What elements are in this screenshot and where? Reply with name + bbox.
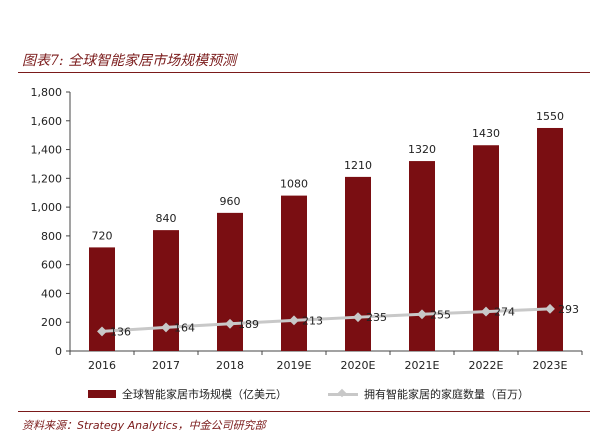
bar [473,145,499,351]
x-tick-label: 2021E [405,359,440,372]
bar-data-label: 840 [156,212,177,225]
y-tick-label: 1,200 [31,172,63,185]
x-tick-label: 2022E [469,359,504,372]
line-data-label: 293 [558,303,579,316]
chart-title: 图表7: 全球智能家居市场规模预测 [22,53,237,69]
line-point [161,322,171,333]
x-tick-label: 2019E [277,359,312,372]
legend-item-line: 拥有智能家居的家庭数量（百万） [328,386,529,402]
bar-data-label: 960 [220,195,241,208]
bar-data-label: 1430 [472,127,500,140]
legend-swatch-bar [88,390,116,398]
line-data-label: 274 [494,306,515,319]
line-series: 136 164 189 213 235 255 274 293 [97,303,579,338]
x-tick-label: 2018 [216,359,244,372]
bar-data-label: 1550 [536,110,564,123]
line-data-label: 189 [238,318,259,331]
legend-item-bars: 全球智能家居市场规模（亿美元） [88,386,287,402]
legend-label-line: 拥有智能家居的家庭数量（百万） [364,388,529,401]
y-tick-label: 1,600 [31,115,63,128]
bar-data-label: 1080 [280,178,308,191]
legend-label-bars: 全球智能家居市场规模（亿美元） [122,388,287,401]
line-point [481,306,491,317]
bar-data-label: 1210 [344,159,372,172]
bar [345,176,371,351]
line-data-label: 213 [302,314,323,327]
y-tick-label: 1,400 [31,144,63,157]
x-tick-label: 2023E [533,359,568,372]
bar-data-label: 720 [92,229,113,242]
y-tick-label: 1,800 [31,86,63,99]
line-data-label: 255 [430,308,451,321]
bar [537,127,563,351]
line-point [417,309,427,320]
y-tick-label: 800 [41,230,62,243]
source-divider [18,411,590,412]
bar [409,161,435,351]
line-data-label: 235 [366,311,387,324]
line-point [225,318,235,329]
y-tick-label: 600 [41,259,62,272]
y-tick-label: 200 [41,316,62,329]
bar-series: 720 840 960 1080 1210 1320 1430 1550 [89,110,564,351]
y-tick-label: 0 [55,345,62,358]
x-tick-label: 2020E [341,359,376,372]
y-axis: 0 200 400 600 800 1,000 1,200 1,400 1,600 1,800 [31,86,71,358]
line-point [545,303,555,314]
x-axis: 2016 2017 2018 2019E 2020E 2021E 2022E 2023E [69,350,583,372]
line-path [101,307,551,333]
source-note: 资料来源：Strategy Analytics，中金公司研究部 [22,419,266,432]
y-tick-label: 400 [41,287,62,300]
x-tick-label: 2017 [152,359,180,372]
line-data-label: 164 [174,321,195,334]
x-tick-label: 2016 [88,359,116,372]
bar [281,195,307,351]
line-data-label: 136 [110,325,131,338]
y-tick-label: 1,000 [31,201,63,214]
legend-swatch-line [328,392,358,396]
line-point [353,312,363,323]
bar-data-label: 1320 [408,143,436,156]
line-point [289,315,299,326]
title-divider [18,72,590,73]
